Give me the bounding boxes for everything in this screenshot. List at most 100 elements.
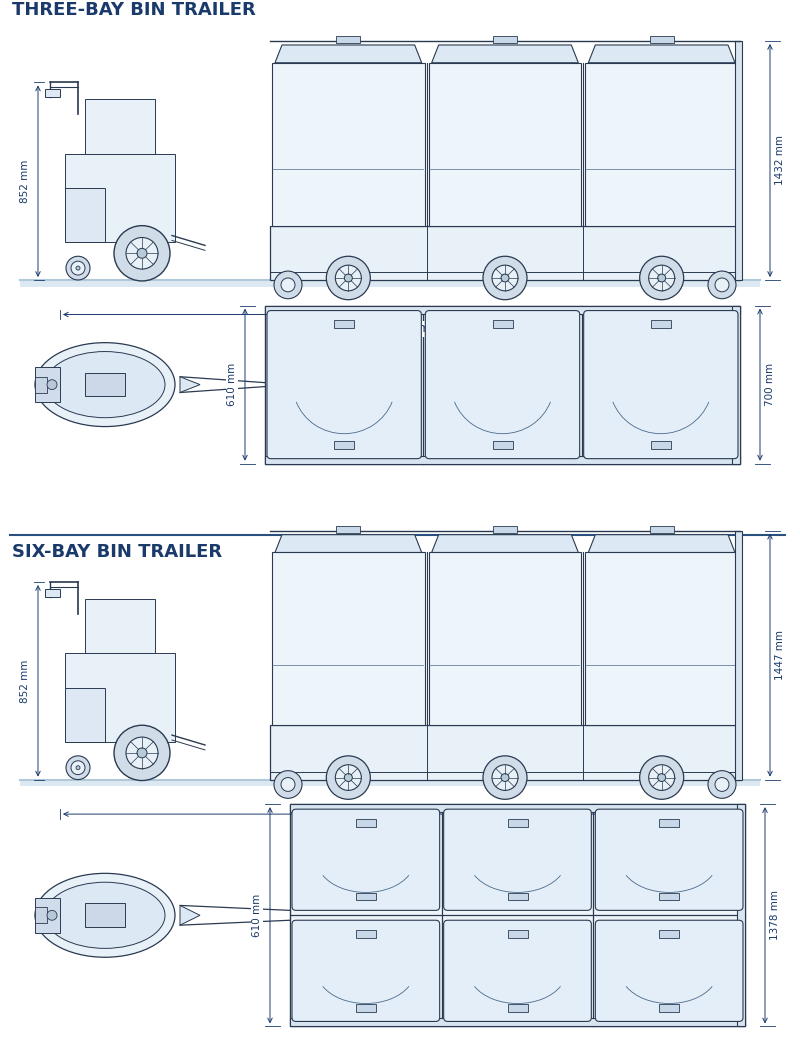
- Bar: [336, 36, 360, 43]
- Circle shape: [649, 265, 674, 290]
- Circle shape: [274, 271, 302, 299]
- Bar: [737, 805, 745, 1026]
- Circle shape: [47, 910, 57, 920]
- Bar: [85, 373, 125, 396]
- Circle shape: [640, 756, 684, 799]
- Bar: [85, 599, 155, 654]
- Text: 610 mm: 610 mm: [252, 893, 262, 937]
- Bar: [334, 441, 354, 449]
- FancyBboxPatch shape: [584, 310, 738, 458]
- Bar: [659, 930, 679, 938]
- FancyBboxPatch shape: [426, 310, 580, 458]
- Bar: [65, 687, 105, 742]
- Text: 852 mm: 852 mm: [20, 159, 30, 203]
- FancyBboxPatch shape: [444, 920, 591, 1021]
- Circle shape: [76, 266, 80, 270]
- Circle shape: [658, 774, 666, 781]
- Circle shape: [715, 278, 729, 291]
- Circle shape: [76, 766, 80, 770]
- Text: 1378 mm: 1378 mm: [770, 890, 780, 940]
- Polygon shape: [588, 45, 735, 62]
- Bar: [659, 819, 679, 827]
- Bar: [85, 904, 125, 927]
- Bar: [651, 320, 671, 328]
- Circle shape: [274, 771, 302, 798]
- Circle shape: [114, 725, 170, 780]
- Bar: [65, 188, 105, 243]
- Circle shape: [483, 756, 527, 799]
- Bar: [85, 99, 155, 153]
- Bar: [507, 892, 527, 901]
- Ellipse shape: [35, 873, 175, 958]
- Bar: [272, 552, 425, 725]
- Bar: [356, 819, 376, 827]
- FancyBboxPatch shape: [292, 920, 440, 1021]
- Circle shape: [492, 265, 518, 290]
- Text: 2850 mm: 2850 mm: [370, 322, 430, 336]
- Polygon shape: [432, 534, 578, 552]
- Bar: [336, 526, 360, 532]
- Circle shape: [137, 248, 147, 259]
- Polygon shape: [180, 905, 200, 925]
- Circle shape: [281, 777, 295, 791]
- FancyBboxPatch shape: [444, 809, 591, 910]
- Bar: [35, 366, 60, 402]
- Circle shape: [715, 777, 729, 791]
- Bar: [356, 930, 376, 938]
- Bar: [290, 1018, 745, 1026]
- Polygon shape: [180, 377, 200, 393]
- Polygon shape: [20, 280, 760, 287]
- Bar: [429, 62, 582, 226]
- Text: 700 mm: 700 mm: [765, 363, 775, 407]
- Circle shape: [47, 380, 57, 390]
- Bar: [507, 819, 527, 827]
- Polygon shape: [20, 779, 760, 787]
- Circle shape: [335, 265, 362, 290]
- Circle shape: [501, 774, 509, 781]
- Text: SIX-BAY BIN TRAILER: SIX-BAY BIN TRAILER: [12, 543, 222, 561]
- Circle shape: [640, 257, 684, 300]
- Bar: [493, 526, 517, 532]
- Bar: [650, 36, 674, 43]
- Circle shape: [326, 756, 370, 799]
- Circle shape: [649, 765, 674, 790]
- Bar: [651, 441, 671, 449]
- Text: 1447 mm: 1447 mm: [775, 630, 785, 680]
- Bar: [732, 305, 740, 464]
- Circle shape: [126, 737, 158, 769]
- Text: 852 mm: 852 mm: [20, 659, 30, 702]
- Ellipse shape: [45, 882, 165, 948]
- Circle shape: [114, 226, 170, 281]
- Circle shape: [335, 765, 362, 790]
- Circle shape: [126, 238, 158, 269]
- Bar: [356, 1003, 376, 1012]
- Circle shape: [281, 278, 295, 291]
- Bar: [272, 62, 425, 226]
- Text: 1432 mm: 1432 mm: [775, 135, 785, 186]
- Polygon shape: [275, 45, 422, 62]
- Bar: [270, 226, 740, 280]
- Bar: [493, 441, 513, 449]
- Circle shape: [483, 257, 527, 300]
- Bar: [507, 1003, 527, 1012]
- Bar: [586, 552, 738, 725]
- Circle shape: [708, 771, 736, 798]
- Bar: [735, 531, 742, 779]
- FancyBboxPatch shape: [595, 920, 743, 1021]
- Bar: [265, 305, 740, 314]
- Circle shape: [71, 261, 85, 275]
- Circle shape: [326, 257, 370, 300]
- Bar: [35, 907, 47, 923]
- Text: 2874 mm: 2874 mm: [370, 822, 430, 835]
- Bar: [659, 892, 679, 901]
- Bar: [493, 36, 517, 43]
- FancyBboxPatch shape: [267, 310, 422, 458]
- Text: 610 mm: 610 mm: [227, 363, 237, 407]
- FancyBboxPatch shape: [595, 809, 743, 910]
- Bar: [290, 805, 745, 812]
- Bar: [334, 320, 354, 328]
- Bar: [265, 456, 740, 464]
- Bar: [659, 1003, 679, 1012]
- Bar: [493, 320, 513, 328]
- Bar: [507, 930, 527, 938]
